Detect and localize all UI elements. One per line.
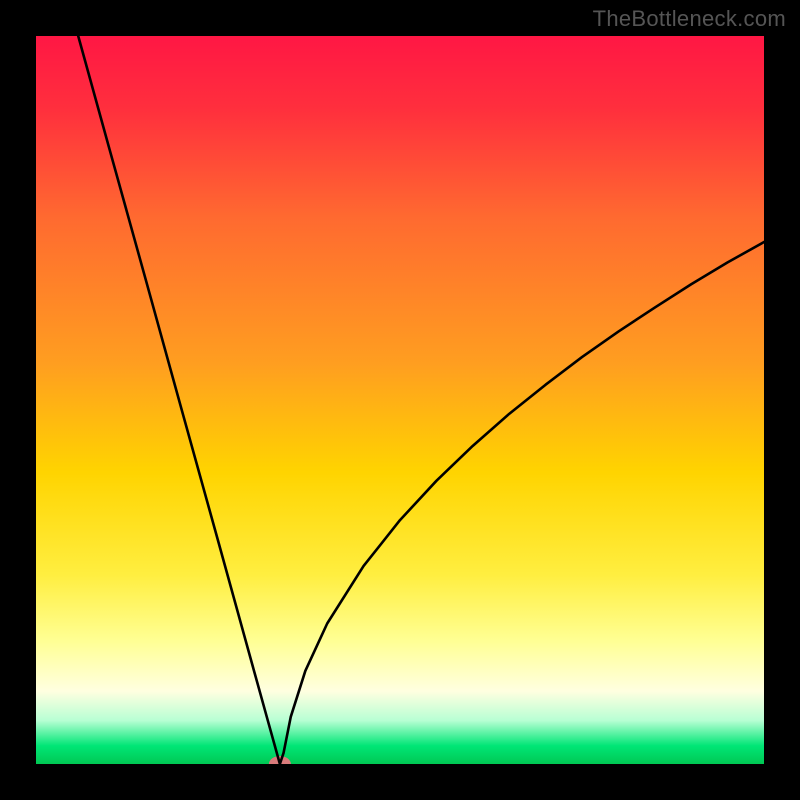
bottleneck-chart: [36, 36, 764, 764]
gradient-background: [36, 36, 764, 764]
watermark-text: TheBottleneck.com: [593, 6, 786, 32]
chart-svg: [36, 36, 764, 764]
chart-frame: TheBottleneck.com: [0, 0, 800, 800]
